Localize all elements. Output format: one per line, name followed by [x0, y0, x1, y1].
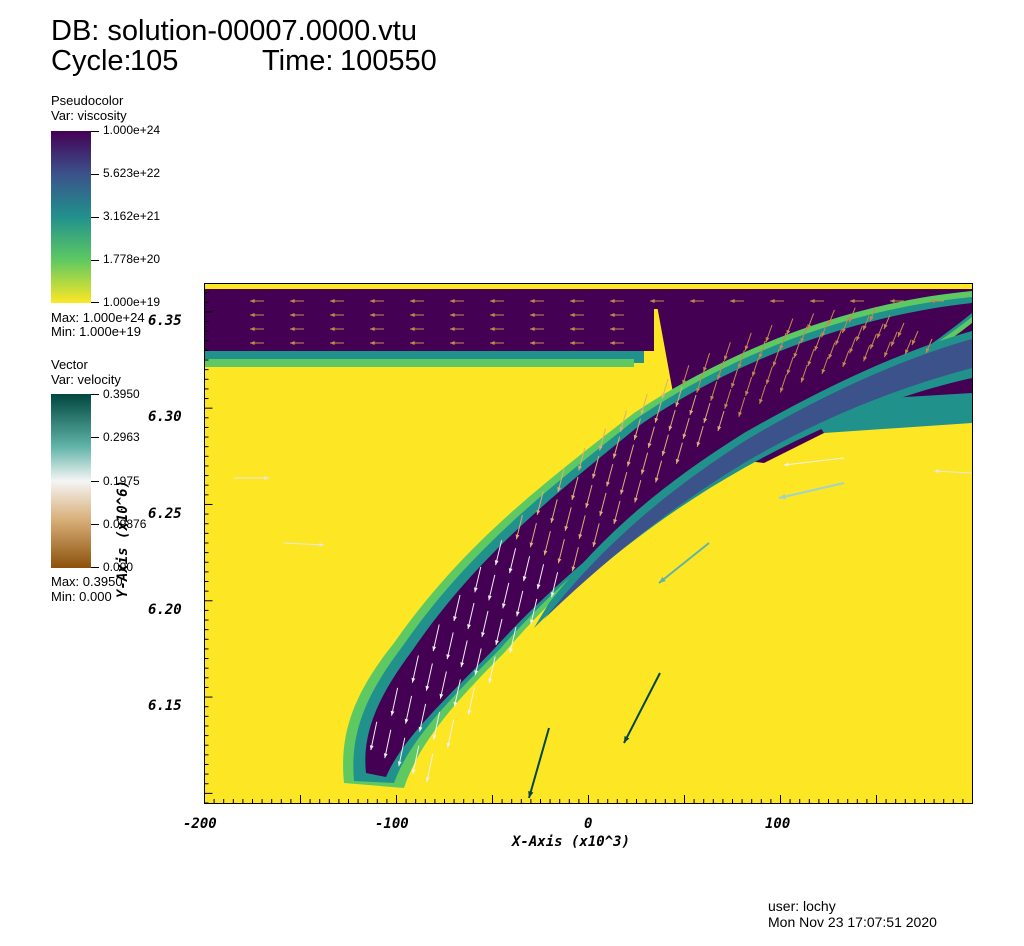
- timestamp-label: Mon Nov 23 17:07:51 2020: [768, 914, 937, 930]
- colorbar-tick: [91, 481, 99, 482]
- colorbar-tick-label: 0.09876: [103, 517, 147, 531]
- cycle-value: 105: [130, 45, 179, 77]
- x-tick-label: 0: [584, 816, 593, 832]
- user-label: user: lochy: [768, 898, 836, 914]
- colorbar-tick-label: 5.623e+22: [103, 166, 161, 180]
- colorbar-tick-label: 0.000: [103, 560, 134, 574]
- x-tick-label: 100: [765, 816, 791, 832]
- colorbar-tick: [91, 217, 99, 218]
- y-tick-label: 6.30: [148, 409, 182, 425]
- colorbar-tick-label: 1.778e+20: [103, 252, 161, 266]
- y-axis-title: Y-Axis (x10^6): [115, 479, 131, 598]
- vector-legend-title: Vector: [51, 357, 88, 372]
- pseudocolor-max: Max: 1.000e+24: [51, 310, 145, 325]
- viscosity-field-plot[interactable]: [204, 283, 972, 803]
- time-label: Time:: [262, 45, 334, 77]
- plate-boundary-band-light: [204, 359, 634, 367]
- database-title: DB: solution-00007.0000.vtu: [51, 15, 417, 47]
- colorbar-tick: [91, 260, 99, 261]
- pseudocolor-var-label: Var: viscosity: [51, 108, 127, 123]
- pseudocolor-min: Min: 1.000e+19: [51, 324, 141, 339]
- overriding-plate: [204, 289, 654, 351]
- colorbar-tick-label: 1.000e+19: [103, 295, 161, 309]
- viscosity-colorbar: [51, 131, 91, 303]
- x-axis-title: X-Axis (x10^3): [512, 834, 631, 850]
- cycle-label: Cycle:: [51, 45, 132, 77]
- y-tick-label: 6.25: [148, 506, 182, 522]
- vector-min: Min: 0.000: [51, 589, 112, 604]
- velocity-colorbar: [51, 394, 91, 568]
- vector-var-label: Var: velocity: [51, 372, 121, 387]
- colorbar-tick: [91, 131, 99, 132]
- colorbar-tick-label: 0.3950: [103, 387, 140, 401]
- colorbar-tick-label: 0.2963: [103, 430, 140, 444]
- pseudocolor-legend-title: Pseudocolor: [51, 93, 124, 108]
- y-tick-label: 6.35: [148, 313, 182, 329]
- colorbar-tick: [91, 567, 99, 568]
- vector-max: Max: 0.3950: [51, 574, 123, 589]
- colorbar-tick: [91, 394, 99, 395]
- colorbar-tick: [91, 437, 99, 438]
- x-tick-label: -100: [375, 816, 409, 832]
- colorbar-tick: [91, 302, 99, 303]
- colorbar-tick-label: 1.000e+24: [103, 123, 161, 137]
- colorbar-tick-label: 3.162e+21: [103, 209, 161, 223]
- x-tick-label: -200: [183, 816, 217, 832]
- time-value: 100550: [340, 45, 437, 77]
- colorbar-tick-label: 0.1975: [103, 474, 140, 488]
- y-tick-label: 6.15: [148, 698, 182, 714]
- colorbar-tick: [91, 524, 99, 525]
- colorbar-tick: [91, 174, 99, 175]
- y-tick-label: 6.20: [148, 602, 182, 618]
